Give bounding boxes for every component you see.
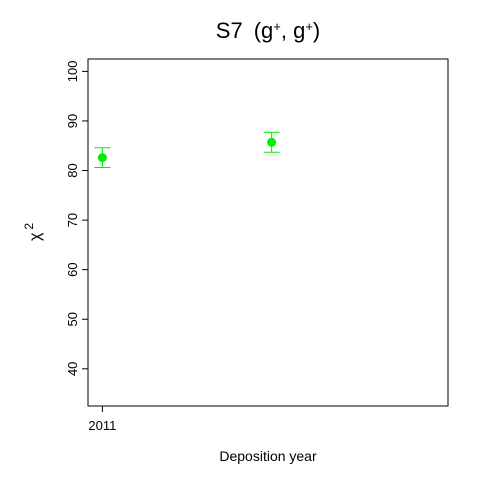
title-open: (g [254, 18, 274, 43]
chart-title: S7 (g+, g+) [216, 18, 320, 43]
y-tick-label: 60 [65, 262, 80, 276]
error-bar-point [263, 131, 280, 153]
y-tick-label: 70 [65, 213, 80, 227]
y-axis-label: χ2 [22, 223, 44, 241]
y-tick-label: 40 [65, 362, 80, 376]
y-tick-label: 50 [65, 312, 80, 326]
y-tick-label: 90 [65, 114, 80, 128]
y-axis: 40 50 60 70 80 90 100 [65, 61, 88, 376]
y-axis-label-symbol: χ [27, 232, 44, 241]
title-sup-2: + [305, 19, 313, 34]
y-axis-label-power: 2 [22, 223, 36, 230]
error-bar-point [94, 147, 111, 169]
x-axis-label: Deposition year [219, 448, 317, 464]
title-mid: , g [281, 18, 305, 43]
data-points [94, 131, 280, 169]
x-axis: 2011 [88, 406, 116, 433]
plot-area [87, 58, 449, 407]
y-tick-label: 100 [65, 61, 80, 83]
title-close: ) [313, 18, 320, 43]
data-point [267, 137, 277, 147]
data-point [97, 153, 107, 163]
y-tick-label: 80 [65, 163, 80, 177]
title-sup-1: + [273, 19, 281, 34]
x-tick-label: 2011 [88, 418, 116, 433]
title-prefix: S7 [216, 18, 243, 43]
